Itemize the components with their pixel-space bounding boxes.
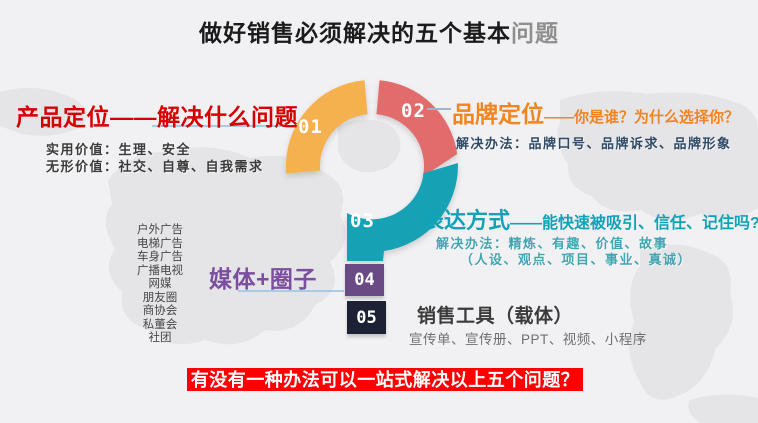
expression-heading-suffix: ——能快速被吸引、信任、记住吗? xyxy=(510,215,758,232)
segment-02-arc xyxy=(376,80,458,177)
media-channel-item: 私董会 xyxy=(142,318,178,331)
connector-media xyxy=(238,290,344,292)
connector-brand xyxy=(427,108,451,110)
heading-media-circles: 媒体+圈子 xyxy=(209,266,317,292)
product-value-line2: 无形价值：社交、自尊、自我需求 xyxy=(46,159,264,174)
segment-01-arc xyxy=(285,80,368,174)
media-channel-item: 车身广告 xyxy=(137,251,183,263)
segment-03-tail xyxy=(347,163,458,261)
page-title-main: 做好销售必须解决的五个基本 xyxy=(199,20,511,46)
bottom-question-banner: 有没有一种办法可以一站式解决以上五个问题？ xyxy=(187,368,583,391)
heading-expression: 表达方式——能快速被吸引、信任、记住吗? xyxy=(422,203,758,235)
step-number-04: 04 xyxy=(354,270,375,290)
page-title: 做好销售必须解决的五个基本问题 xyxy=(0,14,758,48)
step-square-04: 04 xyxy=(345,264,384,296)
sales-tools-items: 宣传单、宣传册、PPT、视频、小程序 xyxy=(409,332,647,347)
step-number-01: 01 xyxy=(298,116,323,138)
media-channel-item: 商协会 xyxy=(142,305,178,317)
brand-solution: 解决办法：品牌口号、品牌诉求、品牌形象 xyxy=(456,136,732,151)
product-value-line1: 实用价值：生理、安全 xyxy=(46,142,192,157)
expression-heading-main: 表达方式 xyxy=(422,208,511,233)
brand-heading-main: 品牌定位 xyxy=(452,101,544,127)
step-number-03: 03 xyxy=(350,210,375,232)
step-number-05: 05 xyxy=(356,307,377,328)
expression-solution: 解决办法：精炼、有趣、价值、故事 （人设、观点、项目、事业、真诚） xyxy=(436,236,692,268)
step-square-05: 05 xyxy=(347,301,386,334)
media-channel-item: 社团 xyxy=(148,332,172,344)
media-channel-list: 户外广告 电梯广告 车身广告 广播电视 网媒 朋友圈 商协会 私董会 社团 xyxy=(130,224,190,346)
connector-product xyxy=(152,125,298,127)
media-channel-item: 网媒 xyxy=(148,278,172,290)
brand-heading-suffix: ——你是谁？为什么选择你？ xyxy=(544,109,740,126)
media-channel-item: 朋友圈 xyxy=(142,291,178,304)
media-channel-item: 电梯广告 xyxy=(137,237,183,250)
step-number-02: 02 xyxy=(401,100,426,122)
expression-solution-line2: （人设、观点、项目、事业、真诚） xyxy=(460,252,693,267)
expression-solution-line1: 解决办法：精炼、有趣、价值、故事 xyxy=(436,236,669,251)
media-channel-item: 广播电视 xyxy=(137,264,183,277)
heading-product-positioning: 产品定位——解决什么问题 xyxy=(16,104,298,130)
heading-sales-tools: 销售工具（载体） xyxy=(417,306,574,327)
page-title-muted: 问题 xyxy=(511,20,559,46)
product-value-lines: 实用价值：生理、安全 无形价值：社交、自尊、自我需求 xyxy=(46,141,264,175)
heading-brand-positioning: 品牌定位——你是谁？为什么选择你？ xyxy=(452,95,739,129)
media-channel-item: 户外广告 xyxy=(137,224,183,236)
